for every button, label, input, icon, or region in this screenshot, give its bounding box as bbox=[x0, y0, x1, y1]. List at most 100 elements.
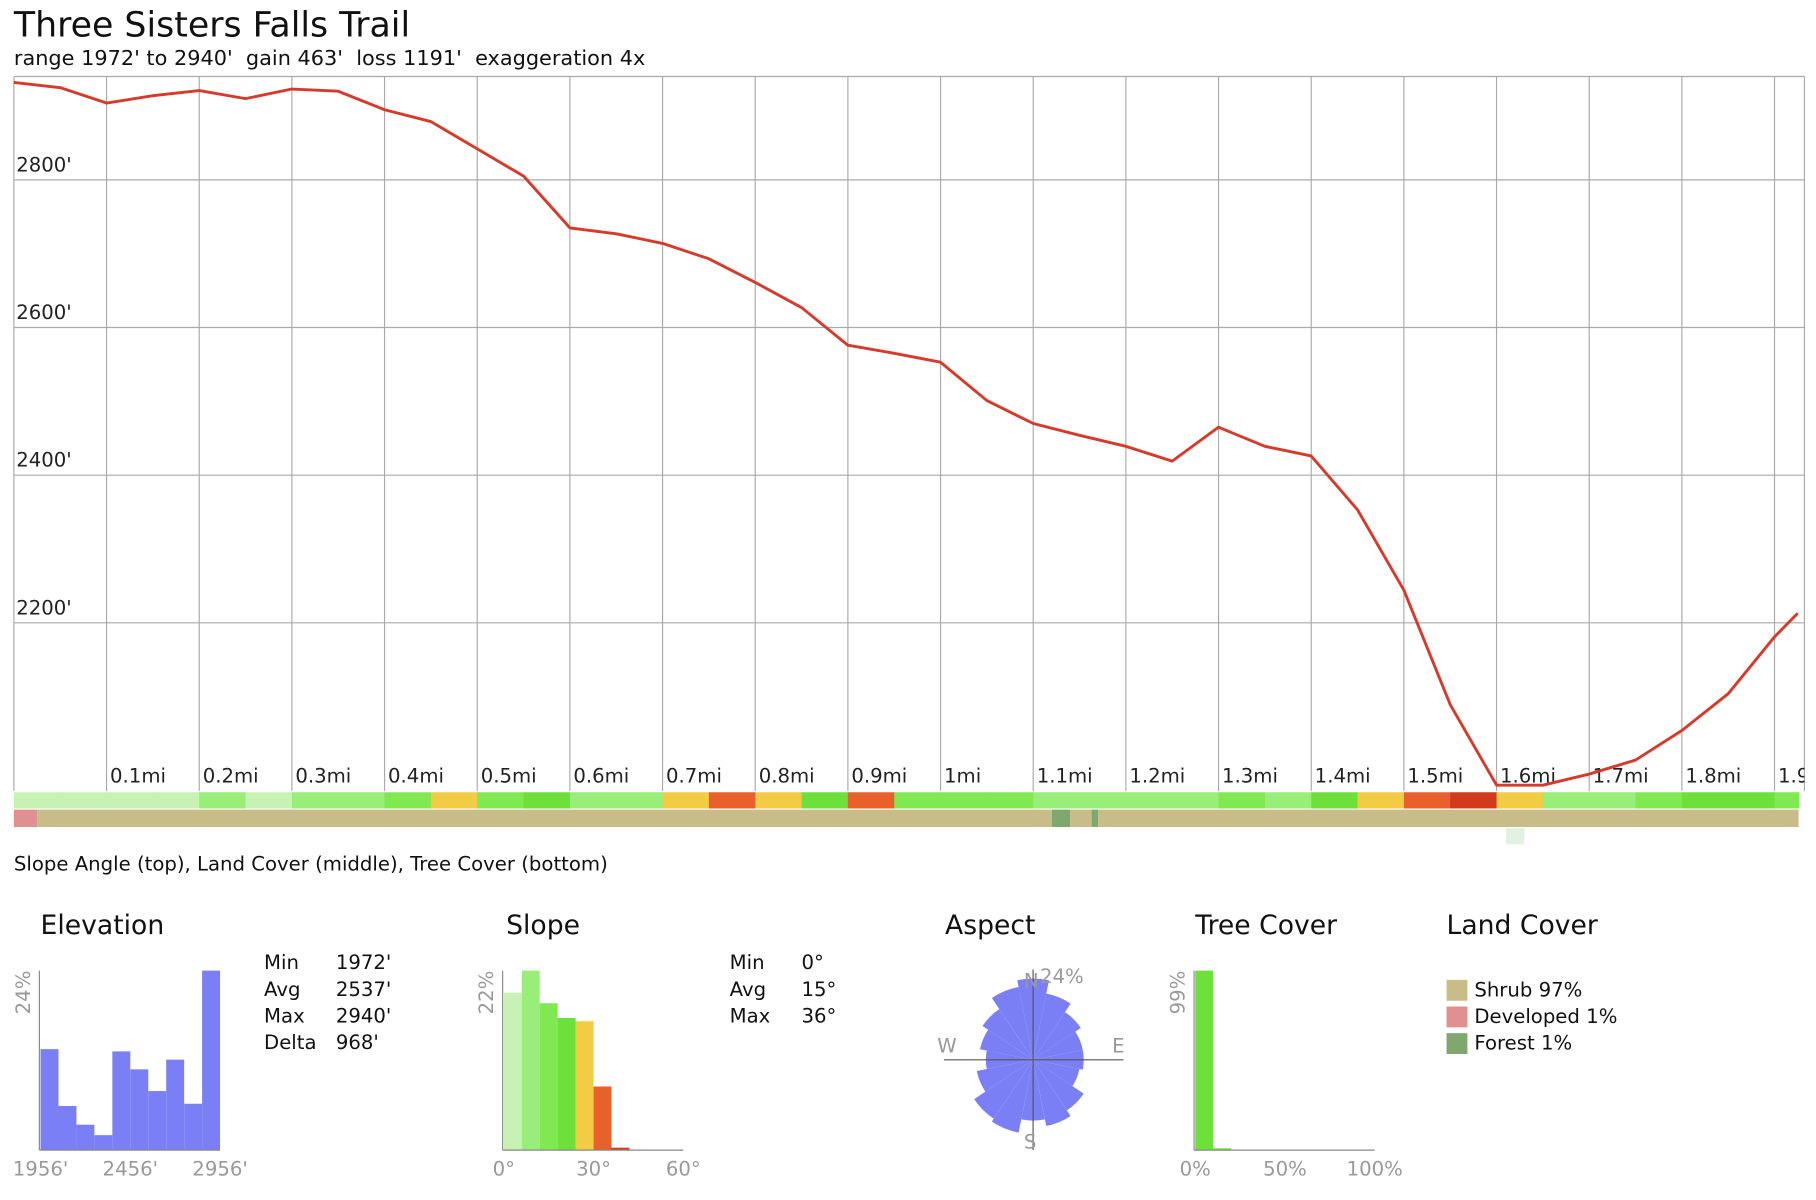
slope-segment bbox=[152, 792, 200, 809]
histogram-bar bbox=[202, 970, 221, 1151]
stat-text: Min bbox=[730, 951, 765, 974]
x-tick-label: 1.8mi bbox=[1685, 765, 1741, 788]
x-tick-label: 2956' bbox=[192, 1157, 247, 1180]
x-tick-label: 1.6mi bbox=[1500, 765, 1556, 788]
chart-title: Elevation bbox=[41, 910, 165, 941]
legend-value: 1% bbox=[1586, 1004, 1617, 1027]
legend-label: Forest 1% bbox=[1474, 1031, 1572, 1054]
x-tick-label: 60° bbox=[666, 1157, 701, 1180]
slope-segment bbox=[1589, 792, 1637, 809]
x-tick-label: 0° bbox=[493, 1157, 515, 1180]
slope-segment bbox=[801, 792, 849, 809]
histogram-bar bbox=[130, 1069, 149, 1151]
histogram-bar bbox=[503, 992, 522, 1151]
chart-title: Slope bbox=[506, 910, 580, 941]
x-tick-label: 0.9mi bbox=[851, 765, 907, 788]
y-tick-label: 99% bbox=[1167, 971, 1190, 1015]
slope-segment bbox=[199, 792, 247, 809]
stat-text: Avg bbox=[264, 978, 300, 1001]
slope-segment bbox=[1774, 792, 1800, 809]
land-cover-strip-segment bbox=[1051, 809, 1071, 827]
histogram-bar bbox=[539, 1003, 558, 1151]
histogram-bar bbox=[1213, 1148, 1232, 1151]
legend-value: 1% bbox=[1541, 1031, 1572, 1054]
x-tick-label: 0.5mi bbox=[481, 765, 537, 788]
stat-text: Delta bbox=[264, 1031, 316, 1054]
histogram-bar bbox=[557, 1017, 576, 1151]
x-tick-label: 0.4mi bbox=[388, 765, 444, 788]
y-tick-label: 2400' bbox=[16, 449, 71, 472]
direction-label: N bbox=[1024, 970, 1039, 993]
stat-text: 968' bbox=[336, 1031, 379, 1054]
slope-segment bbox=[847, 792, 895, 809]
chart-title: Aspect bbox=[945, 910, 1035, 941]
legend-category: Shrub bbox=[1474, 978, 1532, 1001]
slope-segment bbox=[662, 792, 710, 809]
tree-cover-strip-segment bbox=[1505, 828, 1525, 845]
histogram-bar bbox=[40, 1049, 59, 1151]
x-tick-label: 1.1mi bbox=[1037, 765, 1093, 788]
legend-label: Developed 1% bbox=[1474, 1004, 1617, 1027]
legend-value: 97% bbox=[1539, 978, 1583, 1001]
slope-segment bbox=[1125, 792, 1173, 809]
x-tick-label: 2456' bbox=[103, 1157, 158, 1180]
slope-segment bbox=[708, 792, 756, 809]
histogram-bar bbox=[611, 1147, 630, 1151]
slope-segment bbox=[569, 792, 617, 809]
x-tick-label: 0% bbox=[1180, 1157, 1211, 1180]
x-tick-label: 1mi bbox=[944, 765, 981, 788]
x-tick-label: 0.1mi bbox=[110, 765, 166, 788]
histogram-bar bbox=[148, 1091, 167, 1151]
slope-segment bbox=[1728, 792, 1776, 809]
land-cover-strip-segment bbox=[1070, 809, 1092, 827]
stat-text: 2940' bbox=[336, 1004, 391, 1027]
slope-segment bbox=[1403, 792, 1451, 809]
y-tick-label: 24% bbox=[12, 971, 35, 1015]
aspect-sector bbox=[1033, 1059, 1080, 1087]
x-tick-label: 0.6mi bbox=[573, 765, 629, 788]
slope-segment bbox=[245, 792, 293, 809]
aspect-sector bbox=[980, 1029, 1034, 1060]
legend-swatch bbox=[1446, 1006, 1468, 1028]
x-tick-label: 0.2mi bbox=[203, 765, 259, 788]
x-tick-label: 0.8mi bbox=[759, 765, 815, 788]
chart-title: Tree Cover bbox=[1194, 910, 1337, 941]
subtitle: range 1972' to 2940' gain 463' loss 1191… bbox=[14, 46, 645, 70]
stat-text: Max bbox=[730, 1004, 771, 1027]
slope-segment bbox=[60, 792, 108, 809]
aspect-sector bbox=[1033, 993, 1071, 1060]
direction-label: W bbox=[937, 1035, 956, 1058]
stat-text: Min bbox=[264, 951, 299, 974]
aspect-sector bbox=[1033, 1059, 1084, 1111]
aspect-sector bbox=[974, 1059, 1034, 1119]
x-tick-label: 1.7mi bbox=[1593, 765, 1649, 788]
x-tick-label: 1.9mi bbox=[1778, 765, 1816, 788]
stat-text: 1972' bbox=[336, 951, 391, 974]
slope-segment bbox=[384, 792, 432, 809]
direction-label: E bbox=[1112, 1035, 1124, 1058]
slope-segment bbox=[1311, 792, 1359, 809]
histogram-bar bbox=[76, 1124, 95, 1151]
legend-swatch bbox=[1446, 1033, 1468, 1054]
slope-segment bbox=[477, 792, 525, 809]
histogram-bar bbox=[575, 1021, 594, 1151]
elevation-line bbox=[13, 80, 1799, 787]
stat-text: Avg bbox=[730, 978, 766, 1001]
r-tick-label: 24% bbox=[1040, 965, 1084, 988]
x-tick-label: 1956' bbox=[13, 1157, 68, 1180]
histogram-bar bbox=[112, 1051, 131, 1151]
stat-text: 15° bbox=[801, 978, 836, 1001]
slope-segment bbox=[338, 792, 386, 809]
stat-text: 36° bbox=[801, 1004, 836, 1027]
slope-segment bbox=[1033, 792, 1081, 809]
legend-category: Forest bbox=[1474, 1031, 1535, 1054]
slope-segment bbox=[1496, 792, 1544, 809]
slope-segment bbox=[1681, 792, 1729, 809]
histogram-bar bbox=[593, 1086, 612, 1151]
y-tick-label: 2800' bbox=[16, 153, 71, 176]
slope-segment bbox=[106, 792, 154, 809]
slope-segment bbox=[1172, 792, 1220, 809]
direction-label: S bbox=[1024, 1131, 1037, 1154]
slope-segment bbox=[1218, 792, 1266, 809]
slope-segment bbox=[1264, 792, 1312, 809]
